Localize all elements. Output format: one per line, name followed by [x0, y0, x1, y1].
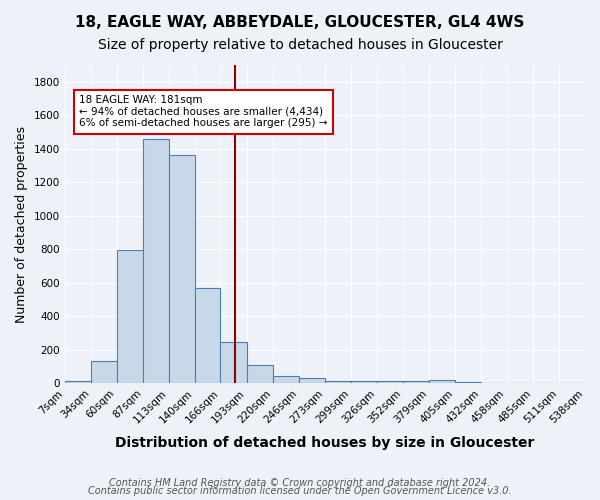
Bar — [377, 381, 403, 383]
Bar — [455, 382, 481, 383]
Bar — [274, 376, 299, 383]
Bar — [299, 378, 325, 383]
Bar — [195, 288, 220, 383]
Bar — [169, 156, 195, 383]
Bar — [325, 380, 351, 383]
Bar — [429, 380, 455, 383]
Text: 18 EAGLE WAY: 181sqm
← 94% of detached houses are smaller (4,434)
6% of semi-det: 18 EAGLE WAY: 181sqm ← 94% of detached h… — [79, 95, 328, 128]
Bar — [247, 364, 274, 383]
Bar — [143, 138, 169, 383]
Text: Contains HM Land Registry data © Crown copyright and database right 2024.: Contains HM Land Registry data © Crown c… — [109, 478, 491, 488]
Text: Size of property relative to detached houses in Gloucester: Size of property relative to detached ho… — [98, 38, 502, 52]
Bar — [220, 342, 247, 383]
Y-axis label: Number of detached properties: Number of detached properties — [15, 126, 28, 322]
Bar — [91, 360, 116, 383]
Text: 18, EAGLE WAY, ABBEYDALE, GLOUCESTER, GL4 4WS: 18, EAGLE WAY, ABBEYDALE, GLOUCESTER, GL… — [76, 15, 524, 30]
Text: Contains public sector information licensed under the Open Government Licence v3: Contains public sector information licen… — [88, 486, 512, 496]
Bar — [403, 382, 429, 383]
Bar — [351, 380, 377, 383]
Bar — [116, 250, 143, 383]
Bar — [65, 382, 91, 383]
X-axis label: Distribution of detached houses by size in Gloucester: Distribution of detached houses by size … — [115, 436, 535, 450]
